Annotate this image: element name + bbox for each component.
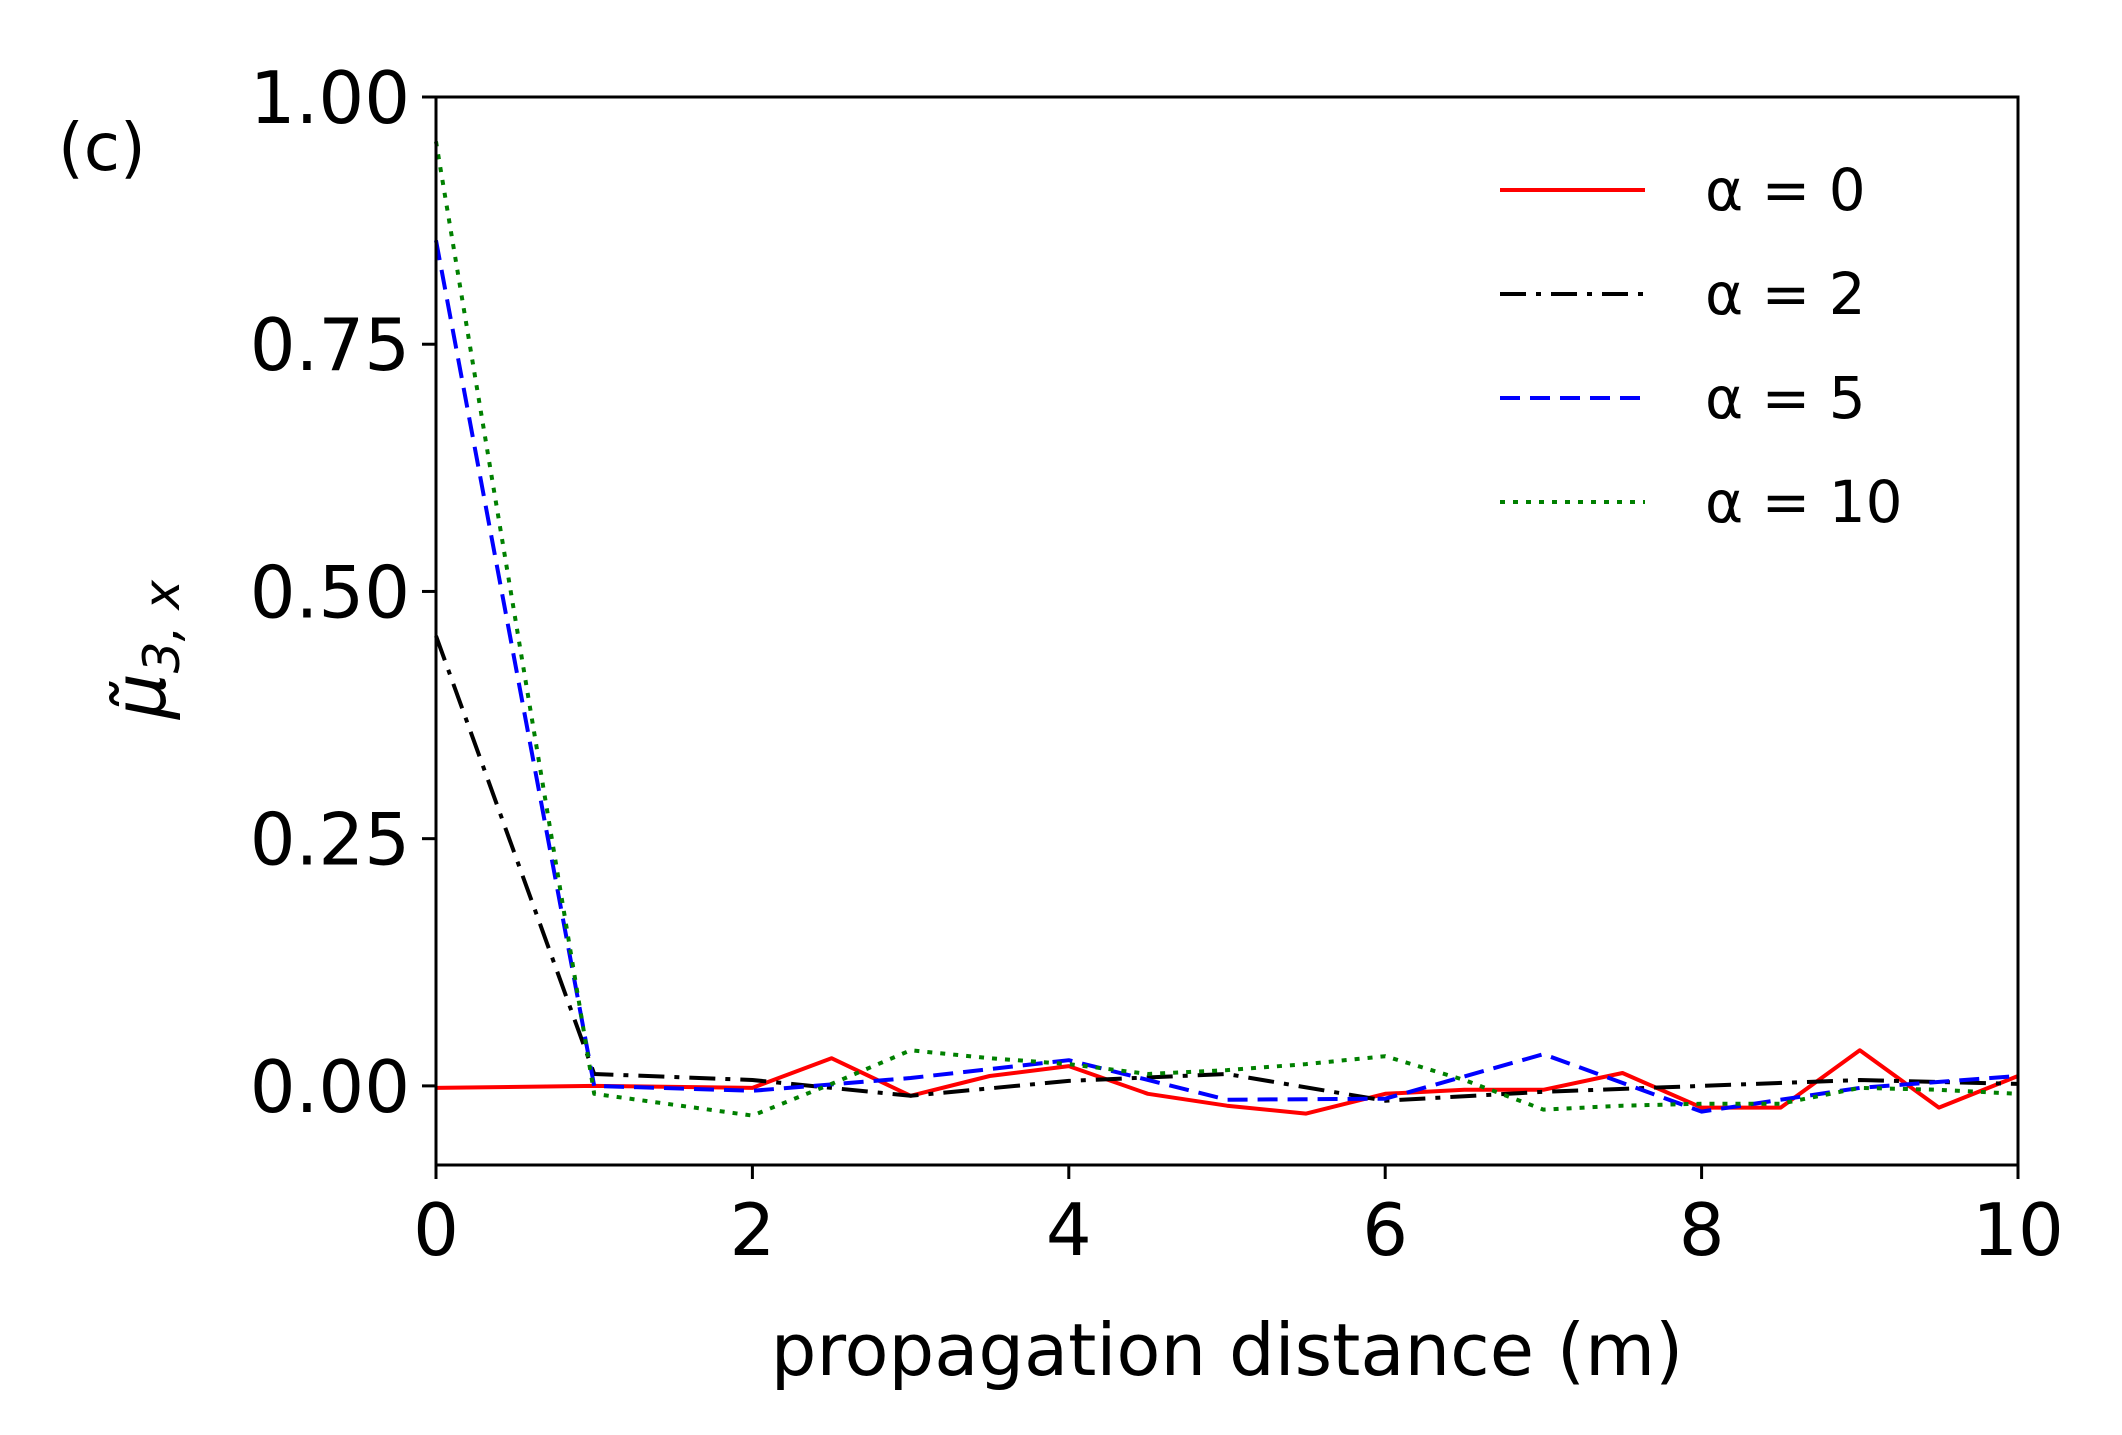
x-tick-label: 10 [1972, 1188, 2064, 1272]
legend: α = 0 α = 2 α = 5 α = 10 [1500, 156, 1903, 536]
legend-entry-label: α = 0 [1705, 156, 1866, 224]
x-tick-label: 6 [1362, 1188, 1408, 1272]
svg-text:μ̃3, x: μ̃3, x [98, 580, 191, 720]
panel-label: (c) [58, 109, 146, 186]
y-axis-label-symbol: μ̃ [98, 673, 182, 720]
legend-entry-label: α = 2 [1705, 260, 1866, 328]
y-tick-label: 0.25 [250, 798, 410, 882]
y-tick-label: 1.00 [250, 56, 410, 140]
series-line [434, 141, 2019, 1118]
y-tick-label: 0.75 [250, 303, 410, 387]
y-tick-label: 0.00 [250, 1045, 410, 1129]
series-line [434, 635, 2019, 1103]
x-tick-label: 4 [1046, 1188, 1092, 1272]
y-axis-label-subscript: 3, x [133, 580, 191, 674]
tick-layer: 0 2 4 6 8 10 0.00 0.25 0.50 0.75 1.00 [250, 56, 2064, 1272]
x-tick-label: 2 [729, 1188, 775, 1272]
axes-frame [434, 95, 2020, 1167]
legend-entry-label: α = 10 [1705, 468, 1903, 536]
x-axis-label: propagation distance (m) [771, 1308, 1684, 1392]
series-line [434, 240, 2019, 1114]
legend-entry-label: α = 5 [1705, 364, 1866, 432]
series-line [435, 1048, 2019, 1116]
x-tick-label: 0 [413, 1188, 459, 1272]
y-axis-label: μ̃3, x [98, 580, 191, 720]
y-tick-label: 0.50 [250, 550, 410, 634]
plot-area [434, 141, 2019, 1118]
x-tick-label: 8 [1679, 1188, 1725, 1272]
